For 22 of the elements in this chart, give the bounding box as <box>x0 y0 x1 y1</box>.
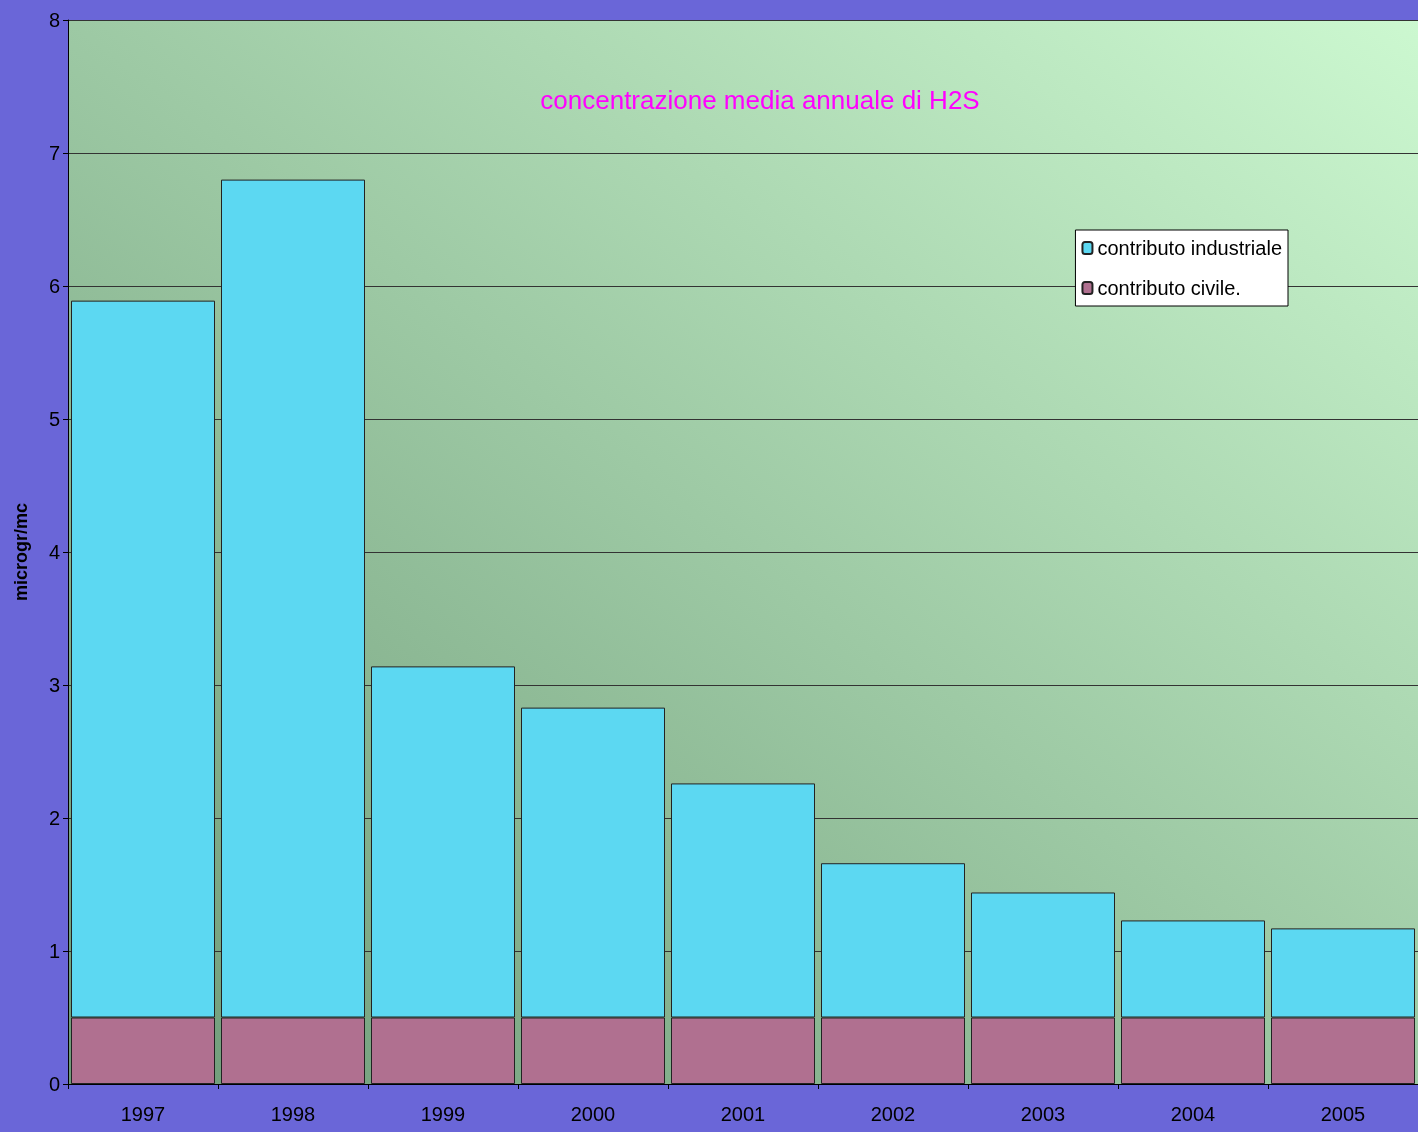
y-tick-label: 6 <box>48 275 60 297</box>
y-tick-label: 1 <box>48 940 60 962</box>
legend-label: contributo civile. <box>1097 277 1241 299</box>
y-tick-label: 7 <box>48 142 60 164</box>
x-tick-label: 2003 <box>1020 1103 1066 1125</box>
x-tick-label: 1998 <box>270 1103 316 1125</box>
y-tick-label: 4 <box>48 541 60 563</box>
y-tick-label: 3 <box>48 674 60 696</box>
x-tick-label: 2005 <box>1320 1103 1366 1125</box>
text: concentrazione media annuale di H2S <box>540 85 980 115</box>
y-tick-label: 2 <box>48 807 60 829</box>
x-tick-label: 2000 <box>570 1103 616 1125</box>
x-tick-label: 1999 <box>420 1103 466 1125</box>
y-tick-label: 8 <box>48 9 60 31</box>
x-tick-label: 2004 <box>1170 1103 1216 1125</box>
x-tick-label: 1997 <box>120 1103 166 1125</box>
legend-label: contributo industriale <box>1097 237 1283 259</box>
y-axis-title: microgr/mc <box>11 502 31 602</box>
y-tick-label: 0 <box>48 1073 60 1095</box>
x-tick-label: 2002 <box>870 1103 916 1125</box>
y-tick-label: 5 <box>48 408 60 430</box>
x-tick-label: 2001 <box>720 1103 766 1125</box>
